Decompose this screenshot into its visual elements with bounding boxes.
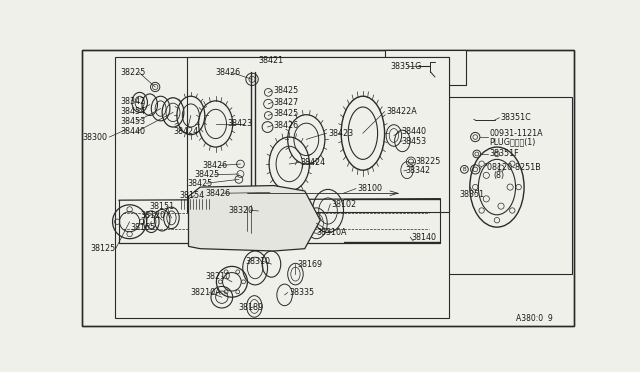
Text: 38189: 38189 — [239, 304, 264, 312]
Text: 38225: 38225 — [120, 68, 146, 77]
Text: 38425: 38425 — [274, 109, 299, 118]
Text: 38454: 38454 — [120, 107, 145, 116]
Text: 38165: 38165 — [131, 222, 156, 232]
Text: PLUGプラグ(1): PLUGプラグ(1) — [489, 137, 536, 146]
Text: 38335: 38335 — [289, 288, 314, 297]
Text: 38423: 38423 — [227, 119, 252, 128]
Text: 38351F: 38351F — [489, 150, 519, 158]
Text: 38426: 38426 — [274, 121, 299, 130]
Text: 38125: 38125 — [90, 244, 115, 253]
Text: B: B — [463, 167, 466, 172]
Text: 38342: 38342 — [120, 97, 145, 106]
Text: 38210: 38210 — [205, 272, 230, 281]
Text: 38351C: 38351C — [501, 113, 532, 122]
Ellipse shape — [235, 188, 282, 250]
Text: 38320: 38320 — [229, 206, 254, 215]
Text: 38424: 38424 — [173, 127, 198, 136]
Text: 38425: 38425 — [195, 170, 220, 179]
Text: 38425: 38425 — [274, 86, 299, 95]
Text: 38342: 38342 — [406, 166, 431, 176]
Text: 38351G: 38351G — [390, 62, 421, 71]
Text: 38154: 38154 — [179, 191, 204, 200]
Bar — [446, 97, 572, 274]
Text: 38310A: 38310A — [316, 228, 347, 237]
Text: 38169: 38169 — [297, 260, 322, 269]
Text: 38120: 38120 — [140, 211, 166, 220]
Text: 38453: 38453 — [402, 137, 427, 146]
Text: 38140: 38140 — [412, 232, 436, 242]
Text: 38440: 38440 — [120, 127, 145, 136]
Text: °08120-8251B: °08120-8251B — [483, 163, 541, 171]
Text: 38102: 38102 — [332, 199, 357, 209]
Text: (8): (8) — [493, 171, 504, 180]
Polygon shape — [189, 186, 320, 251]
Text: 38440: 38440 — [402, 127, 427, 136]
Text: 38310: 38310 — [246, 257, 271, 266]
Text: 38421: 38421 — [259, 55, 284, 64]
Text: 38426: 38426 — [202, 161, 228, 170]
Bar — [187, 57, 449, 212]
Text: 38300: 38300 — [83, 132, 108, 141]
Text: 38453: 38453 — [120, 117, 145, 126]
Text: 38427: 38427 — [274, 98, 299, 107]
Bar — [115, 57, 449, 318]
Text: A380:0  9: A380:0 9 — [516, 314, 552, 323]
Text: 38351: 38351 — [460, 190, 485, 199]
Text: 38225: 38225 — [415, 157, 441, 166]
Text: 38424: 38424 — [301, 158, 326, 167]
Text: 38426: 38426 — [205, 189, 230, 198]
Text: 00931-1121A: 00931-1121A — [489, 129, 543, 138]
Text: 38426: 38426 — [216, 68, 241, 77]
Bar — [385, 50, 466, 85]
Text: 38100: 38100 — [358, 184, 383, 193]
Text: 38422A: 38422A — [386, 107, 417, 116]
Text: 38151: 38151 — [150, 202, 175, 211]
Text: 38425: 38425 — [187, 179, 212, 188]
Text: 38210A: 38210A — [190, 288, 221, 297]
Text: 38423: 38423 — [328, 129, 353, 138]
